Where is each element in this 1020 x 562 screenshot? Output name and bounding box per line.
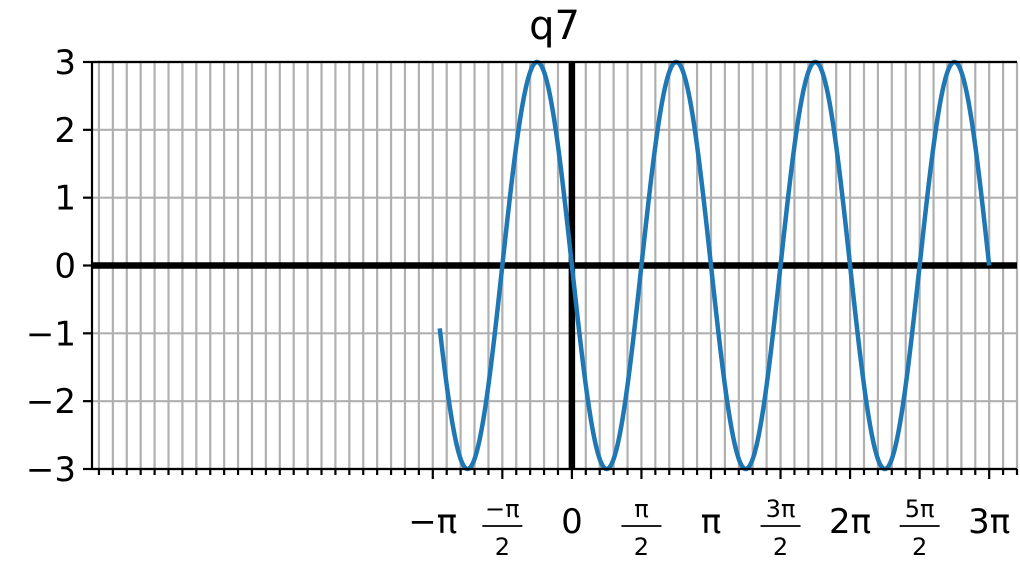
- x-tick-label-numerator: 5π: [905, 495, 935, 523]
- y-tick-label: 3: [54, 43, 76, 83]
- y-tick-label: −2: [26, 382, 76, 422]
- y-tick-label: −3: [26, 450, 76, 490]
- y-tick-label: 2: [54, 111, 76, 151]
- x-tick-label-denominator: 2: [773, 533, 788, 561]
- x-tick-label: 2π: [829, 502, 871, 542]
- y-tick-label: −1: [26, 314, 76, 354]
- x-tick-label: π: [701, 502, 721, 542]
- x-tick-label: 0: [561, 502, 583, 542]
- x-tick-label-fraction: 3π2: [760, 495, 801, 561]
- series-layer: [437, 59, 992, 472]
- x-tick-label-denominator: 2: [634, 533, 649, 561]
- x-tick-label-denominator: 2: [495, 533, 510, 561]
- series-line-q7: [437, 59, 992, 472]
- chart-title: q7: [529, 3, 580, 49]
- x-tick-label-denominator: 2: [912, 533, 927, 561]
- x-tick-label: −π: [408, 502, 457, 542]
- x-tick-label-numerator: 3π: [766, 495, 796, 523]
- x-tick-label-fraction: π2: [621, 495, 662, 561]
- x-tick-label-numerator: π: [634, 495, 648, 523]
- tick-marks: [83, 60, 1019, 479]
- x-tick-label-fraction: −π 2: [482, 495, 523, 561]
- x-tick-label-numerator: −π: [485, 495, 520, 523]
- y-tick-label: 0: [54, 247, 76, 287]
- x-tick-label: 3π: [968, 502, 1010, 542]
- y-tick-labels: 3 2 1 0 −1 −2 −3: [26, 43, 76, 490]
- y-tick-label: 1: [54, 179, 76, 219]
- x-tick-label-fraction: 5π2: [899, 495, 940, 561]
